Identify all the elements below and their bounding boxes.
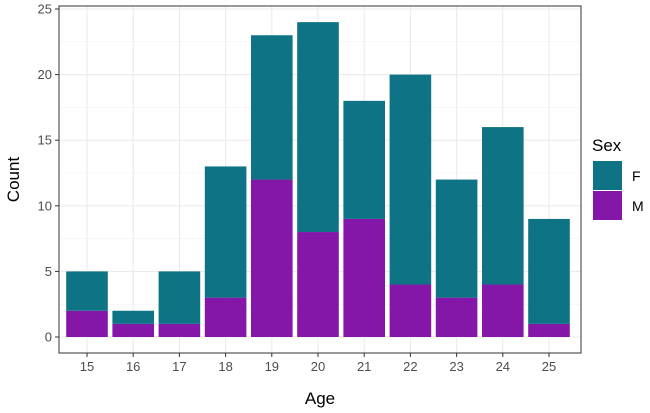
x-tick-label: 22 [403,359,417,374]
x-tick-label: 16 [126,359,140,374]
bar-F-22 [389,74,432,285]
bar-F-23 [435,179,478,298]
bar-F-19 [251,35,293,180]
legend-label-M: M [632,198,644,214]
x-tick-label: 18 [218,359,232,374]
bar-F-24 [482,127,524,285]
bar-F-15 [66,271,108,311]
bar-M-25 [528,323,570,337]
bar-M-21 [343,218,385,337]
bar-M-18 [204,297,247,337]
y-tick-label: 5 [45,264,52,279]
x-tick-label: 24 [496,359,510,374]
y-axis-title: Count [4,157,23,203]
bar-F-20 [297,22,339,233]
bars-layer [66,22,570,337]
bar-M-23 [435,297,478,337]
bar-F-17 [158,271,201,324]
legend-label-F: F [632,168,641,184]
legend-key-M [593,191,622,220]
x-axis-title: Age [305,389,335,408]
bar-M-19 [251,179,293,337]
x-tick-label: 19 [265,359,279,374]
y-tick-label: 25 [38,2,52,17]
plot-panel-border [58,5,582,354]
y-tick-label: 15 [38,133,52,148]
legend-key-F [593,161,622,190]
bar-F-16 [112,310,154,324]
bar-M-24 [482,284,524,337]
x-tick-label: 20 [311,359,325,374]
bar-F-25 [528,218,570,324]
bar-M-15 [66,310,108,337]
y-tick-label: 20 [38,67,52,82]
bar-M-20 [297,232,339,337]
y-axis: 0 5 10 15 20 25 [38,2,59,345]
bar-M-17 [158,323,201,337]
legend-title: Sex [592,136,622,155]
x-tick-label: 17 [172,359,186,374]
x-tick-label: 15 [80,359,94,374]
legend: Sex FM [592,136,644,220]
x-tick-label: 21 [357,359,371,374]
bar-M-16 [112,323,154,337]
y-tick-label: 10 [38,198,52,213]
bar-F-18 [204,166,247,298]
y-tick-label: 0 [45,330,52,345]
bar-M-22 [389,284,432,337]
x-tick-label: 23 [449,359,463,374]
x-tick-label: 25 [542,359,556,374]
bar-F-21 [343,100,385,219]
x-axis: 15 16 17 18 19 20 21 22 23 24 25 [80,353,556,374]
